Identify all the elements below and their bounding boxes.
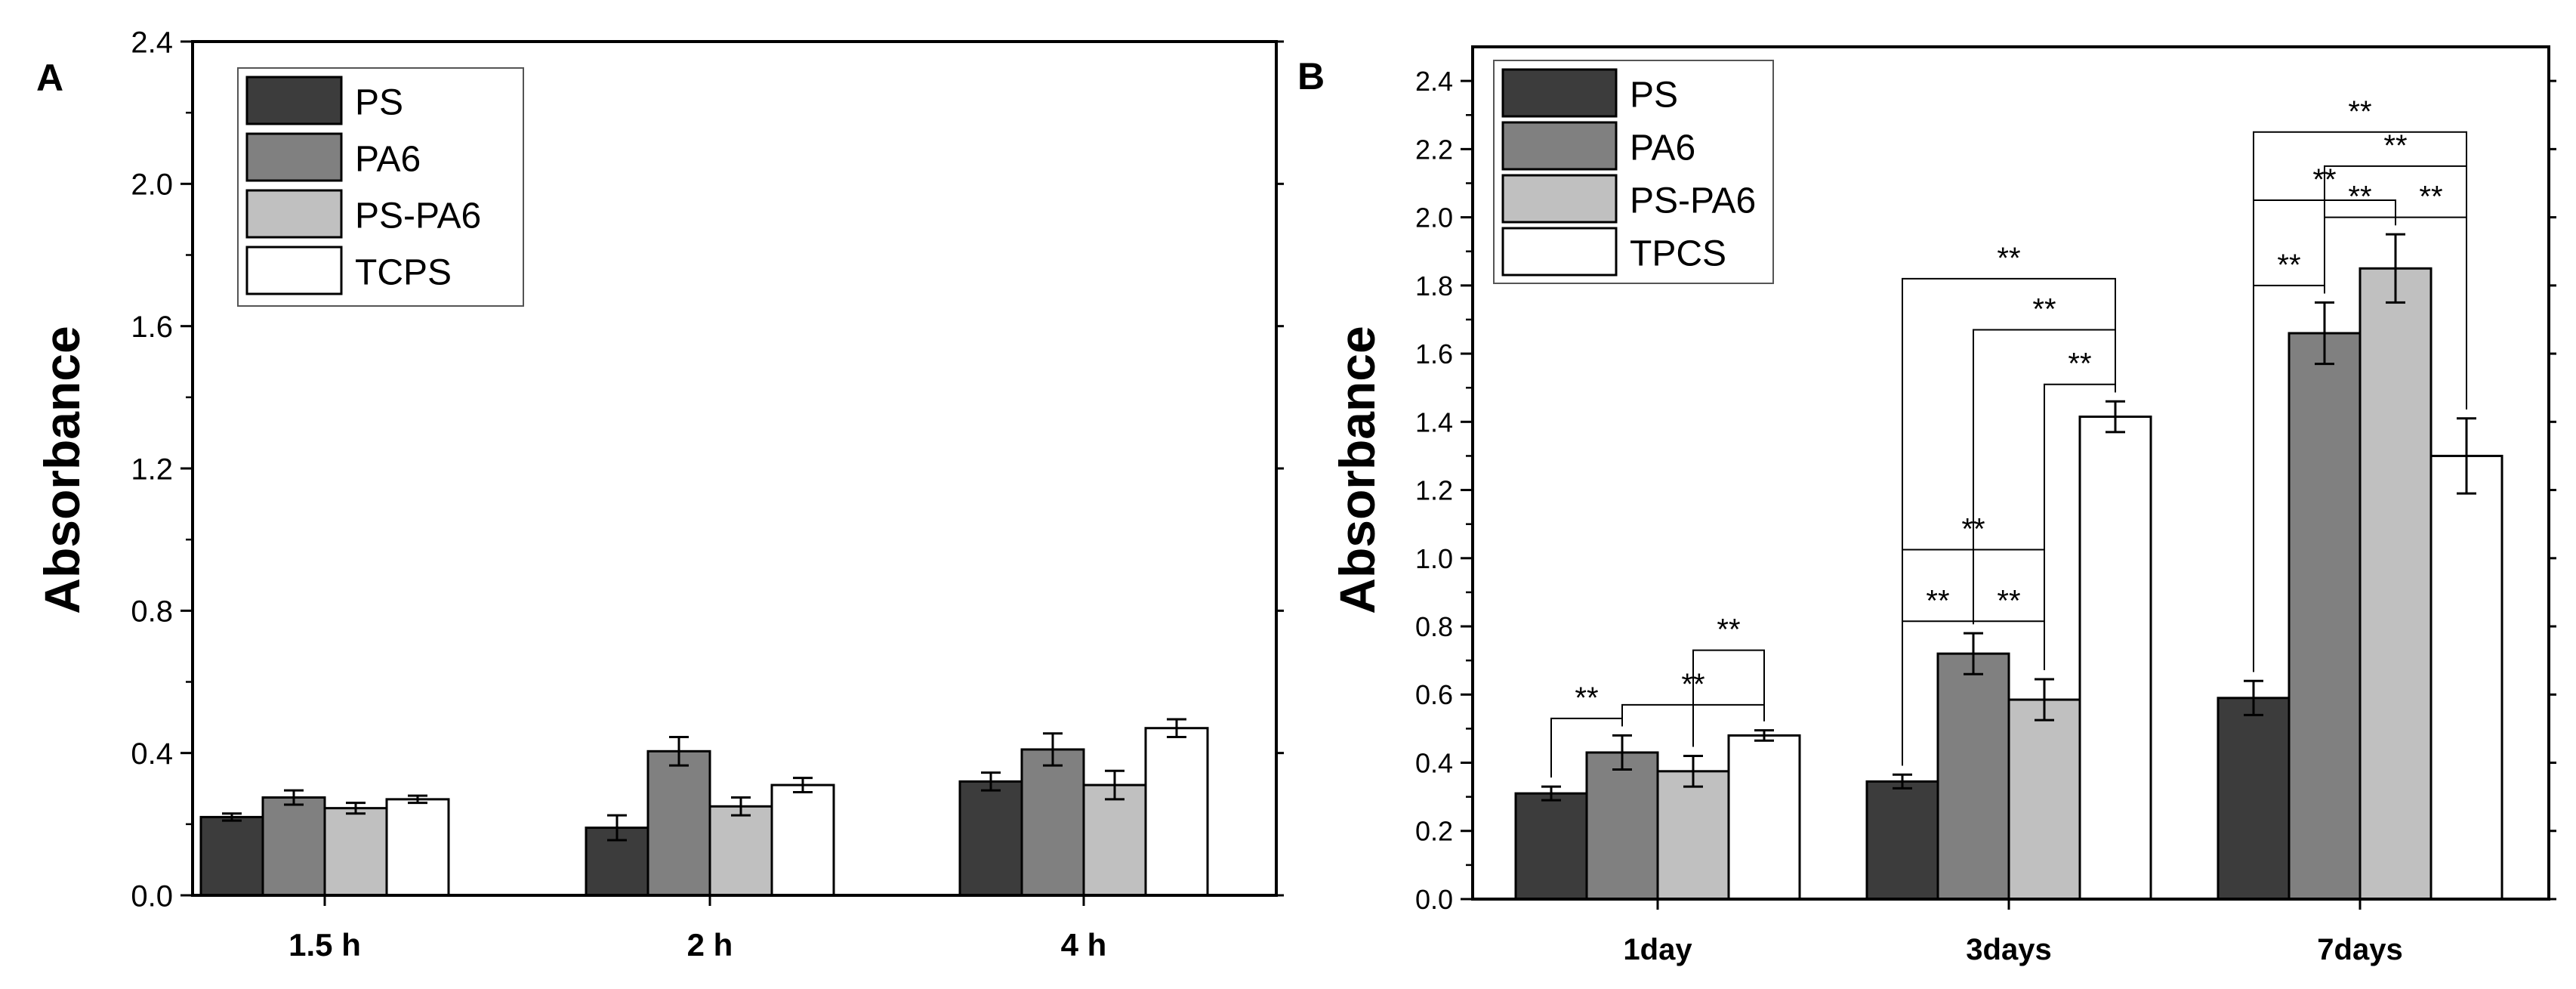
panel-b-bar-ps-pa6 xyxy=(2359,267,2433,901)
panel-b-legend-swatch xyxy=(1501,121,1618,171)
panel-b-y-tick-label: 1.8 xyxy=(1415,270,1453,301)
panel-b-x-tick-label: 3days xyxy=(1966,933,2051,966)
panel-b-y-tick-label: 0.6 xyxy=(1415,679,1453,710)
panel-a-bar-ps-pa6 xyxy=(708,805,773,897)
panel-a-y-tick-label: 1.2 xyxy=(131,453,173,486)
panel-a-legend-label: PA6 xyxy=(355,140,421,180)
panel-b-significance-bracket xyxy=(2253,131,2467,672)
panel-a-bar-pa6 xyxy=(646,749,711,897)
panel-b-bar-ps xyxy=(2217,697,2291,901)
panel-b-significance-label: ** xyxy=(2277,249,2300,282)
panel-a-bar-pa6 xyxy=(1020,748,1085,897)
panel-a-plot-area: 0.0 0.4 0.8 1.2 1.6 2.0 2.4 1.5 h 2 h 4 h PS PA6 PS-… xyxy=(131,26,1284,963)
panel-b-bar-pa6 xyxy=(2288,332,2362,901)
panel-b-y-tick-label: 1.6 xyxy=(1415,338,1453,369)
panel-a-bar-ps xyxy=(958,780,1023,897)
panel-b-label: B xyxy=(1297,55,1325,97)
panel-b-significance-label: ** xyxy=(1997,584,2020,617)
panel-b-x-tick-label: 1day xyxy=(1623,933,1692,966)
panel-b-plot-area: 0.0 0.2 0.4 0.6 0.8 1.0 1.2 1.4 1.6 1.8 2.0 2.2 2.4 1… xyxy=(1415,45,2556,966)
panel-a-y-tick-label: 2.0 xyxy=(131,168,173,202)
panel-b-significance-label: ** xyxy=(2348,95,2371,128)
panel-b-legend-label: TPCS xyxy=(1630,234,1726,274)
panel-b-significance-label: ** xyxy=(1926,584,1949,617)
panel-b-significance-label: ** xyxy=(2032,292,2056,326)
panel-b-bar-ps-pa6 xyxy=(1656,770,1730,901)
panel-a-label: A xyxy=(36,57,63,99)
panel-b-significance-label: ** xyxy=(2383,129,2407,162)
panel-a-bar-ps-pa6 xyxy=(323,807,388,897)
panel-b-y-tick-label: 0.4 xyxy=(1415,747,1453,778)
panel-b-bar-ps xyxy=(1865,780,1939,901)
panel-a-x-tick-label: 2 h xyxy=(687,927,733,963)
panel-a-legend-swatch xyxy=(245,76,343,125)
panel-a-bar-tcps xyxy=(1144,727,1209,897)
panel-b-significance-label: ** xyxy=(2068,348,2091,381)
panel-a-bar-tcps xyxy=(770,783,835,897)
panel-b-significance-label: ** xyxy=(2348,181,2371,214)
panel-a-y-tick-label: 0.8 xyxy=(131,595,173,629)
panel-a-y-axis-label: Absorbance xyxy=(34,326,90,613)
panel-b-y-tick-label: 2.4 xyxy=(1415,66,1453,97)
panel-b-bar-tpcs xyxy=(2078,416,2152,901)
panel-b-legend-swatch xyxy=(1501,174,1618,224)
panel-a-y-tick-label: 0.0 xyxy=(131,879,173,913)
panel-a-legend-label: TCPS xyxy=(355,253,452,293)
panel-a-legend-label: PS-PA6 xyxy=(355,196,481,236)
panel-b-significance-label: ** xyxy=(1717,613,1740,647)
panel-b-y-tick-label: 2.2 xyxy=(1415,134,1453,165)
panel-b-legend-label: PA6 xyxy=(1630,128,1695,168)
panel-b-x-tick-label: 7days xyxy=(2317,933,2402,966)
panel-b-significance-label: ** xyxy=(2419,181,2442,214)
panel-b-y-tick-label: 1.0 xyxy=(1415,543,1453,574)
panel-b-bar-tpcs xyxy=(1727,734,1801,901)
panel-b-bar-ps xyxy=(1514,792,1588,901)
panel-a-y-tick-label: 2.4 xyxy=(131,26,173,59)
panel-a-legend-swatch xyxy=(245,246,343,295)
panel-b-bar-tpcs xyxy=(2429,454,2504,901)
panel-a-bar-ps-pa6 xyxy=(1082,783,1147,897)
panel-a-legend-label: PS xyxy=(355,83,403,123)
panel-b-legend-label: PS xyxy=(1630,76,1678,116)
panel-a-y-tick-label: 1.6 xyxy=(131,311,173,344)
panel-b-legend-swatch xyxy=(1501,68,1618,118)
panel-b-bar-ps-pa6 xyxy=(2007,698,2081,901)
panel-b-bar-pa6 xyxy=(1936,652,2010,901)
panel-b-y-tick-label: 0.2 xyxy=(1415,816,1453,847)
panel-a-y-tick-label: 0.4 xyxy=(131,737,173,771)
panel-a-legend-swatch xyxy=(245,189,343,239)
panel-b: B Absorbance 0.0 0.2 0.4 0.6 0.8 1.0 1.2 1.4 1.6… xyxy=(1297,45,2556,966)
panel-b-significance-bracket xyxy=(1692,649,1765,747)
panel-a: A Absorbance 0.0 0.4 0.8 1.2 1.6 2.0 2.4 1.5 h 2… xyxy=(34,26,1284,963)
panel-b-legend-label: PS-PA6 xyxy=(1630,181,1756,221)
panel-b-significance-label: ** xyxy=(1997,242,2020,275)
panel-a-bar-ps xyxy=(199,815,264,897)
panel-b-axes-frame xyxy=(1471,45,2550,901)
panel-b-bar-pa6 xyxy=(1585,751,1659,901)
panel-b-y-tick-label: 0.8 xyxy=(1415,611,1453,642)
panel-a-x-tick-label: 1.5 h xyxy=(288,927,361,963)
panel-b-y-tick-label: 1.4 xyxy=(1415,406,1453,437)
panel-a-x-tick-label: 4 h xyxy=(1061,927,1107,963)
panel-b-significance-bracket xyxy=(1902,277,2116,766)
panel-b-legend-swatch xyxy=(1501,227,1618,277)
panel-b-y-tick-label: 1.2 xyxy=(1415,475,1453,506)
panel-b-y-axis-label: Absorbance xyxy=(1329,326,1385,613)
panel-b-significance-label: ** xyxy=(1575,681,1598,715)
panel-a-bar-tcps xyxy=(385,798,450,897)
panel-a-legend-swatch xyxy=(245,132,343,182)
panel-b-y-tick-label: 0.0 xyxy=(1415,884,1453,915)
panel-b-y-tick-label: 2.0 xyxy=(1415,202,1453,233)
panel-a-bar-pa6 xyxy=(261,796,326,897)
panel-a-axes-frame xyxy=(191,40,1278,897)
